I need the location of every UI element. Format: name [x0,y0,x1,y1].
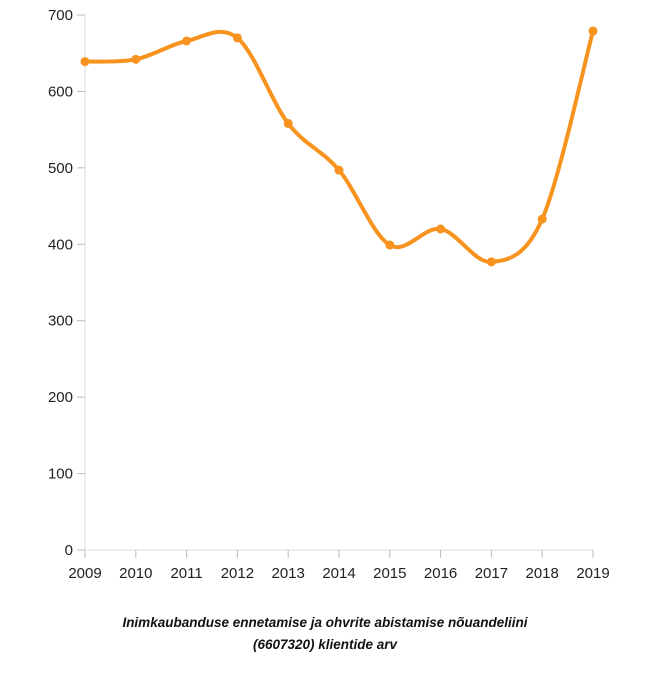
data-point [436,224,446,234]
data-point [385,240,395,250]
data-point [232,33,242,43]
data-point [334,165,344,175]
data-point [182,36,192,46]
x-axis: 2009 2010 2011 2012 2013 2014 2015 2016 2017 2018… [68,549,610,582]
x-tick-label: 2016 [424,565,457,582]
x-tick-label: 2013 [272,565,305,582]
y-tick-label: 500 [48,160,73,177]
x-tick-label: 2009 [68,565,101,582]
x-tick-label: 2012 [221,565,254,582]
y-tick-label: 0 [65,542,73,559]
data-point [537,214,547,224]
y-axis: 0 100 200 300 400 500 600 700 [48,7,86,559]
y-tick-label: 700 [48,7,73,24]
x-tick-label: 2015 [373,565,406,582]
caption-line-1: Inimkaubanduse ennetamise ja ohvrite abi… [122,615,528,630]
data-point [131,54,141,64]
x-tick-label: 2010 [119,565,152,582]
x-tick-label: 2011 [170,565,202,582]
data-point [486,257,496,267]
caption-line-2: (6607320) klientide arv [252,637,398,652]
y-tick-label: 600 [48,83,73,100]
chart-caption: Inimkaubanduse ennetamise ja ohvrite abi… [0,612,650,656]
data-points [80,26,598,267]
x-tick-label: 2018 [526,565,559,582]
data-point [80,57,90,67]
data-point [588,26,598,36]
x-tick-label: 2017 [475,565,508,582]
y-tick-label: 100 [48,466,73,483]
x-tick-label: 2019 [576,565,609,582]
x-tick-label: 2014 [322,565,355,582]
series-line [83,29,595,264]
y-tick-label: 200 [48,389,73,406]
y-tick-label: 400 [48,236,73,253]
y-tick-label: 300 [48,313,73,330]
data-point [283,119,293,129]
